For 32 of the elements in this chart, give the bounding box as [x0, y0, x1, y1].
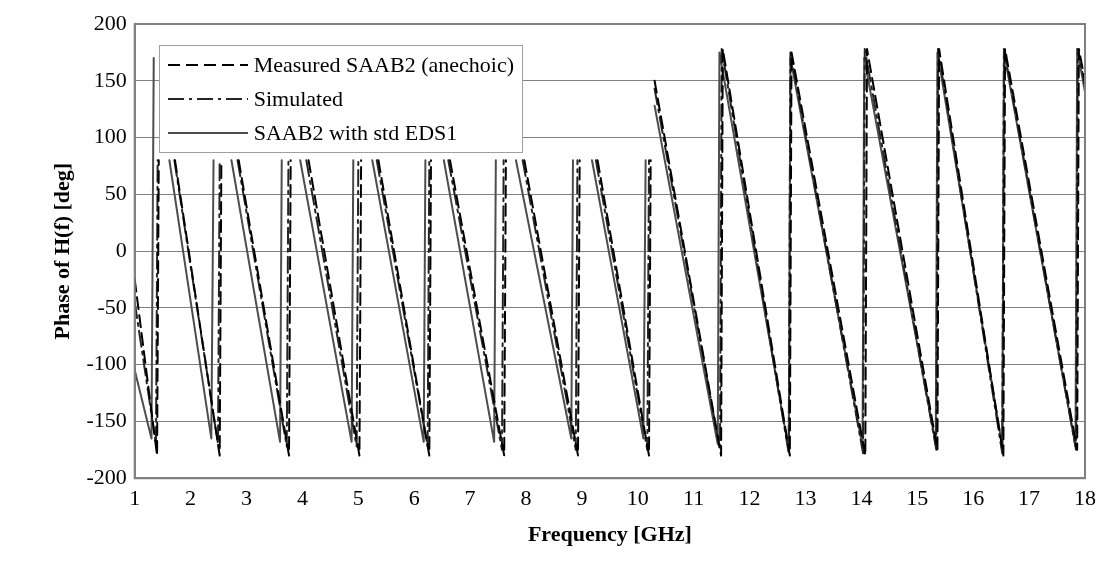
x-tick-label: 18 — [1074, 485, 1096, 511]
y-tick-label: 0 — [115, 236, 127, 262]
y-axis-title: Phase of H(f) [deg] — [48, 162, 74, 340]
x-tick-label: 12 — [738, 485, 761, 511]
x-tick-label: 11 — [683, 485, 705, 511]
legend-label: Measured SAAB2 (anechoic) — [253, 52, 514, 78]
y-tick-label: -150 — [86, 407, 127, 433]
legend-label: SAAB2 with std EDS1 — [253, 120, 458, 146]
y-tick-label: 100 — [93, 123, 127, 149]
x-tick-label: 4 — [296, 485, 308, 511]
x-tick-label: 9 — [576, 485, 588, 511]
x-tick-label: 3 — [241, 485, 253, 511]
x-tick-label: 15 — [906, 485, 929, 511]
x-tick-label: 2 — [185, 485, 197, 511]
x-tick-label: 1 — [129, 485, 141, 511]
x-tick-label: 6 — [408, 485, 420, 511]
y-tick-label: 150 — [93, 66, 127, 92]
x-tick-label: 8 — [520, 485, 532, 511]
legend-label: Simulated — [253, 86, 343, 112]
x-tick-label: 7 — [464, 485, 476, 511]
y-tick-label: -50 — [97, 293, 127, 319]
x-tick-label: 5 — [352, 485, 364, 511]
y-tick-label: -100 — [86, 350, 127, 376]
x-tick-label: 16 — [962, 485, 985, 511]
x-tick-label: 14 — [850, 485, 873, 511]
y-tick-label: 200 — [93, 9, 127, 35]
y-tick-label: -200 — [86, 463, 127, 489]
x-tick-label: 10 — [626, 485, 649, 511]
x-tick-label: 13 — [794, 485, 817, 511]
x-axis-title: Frequency [GHz] — [527, 521, 692, 547]
x-tick-label: 17 — [1018, 485, 1041, 511]
y-tick-label: 50 — [104, 180, 127, 206]
